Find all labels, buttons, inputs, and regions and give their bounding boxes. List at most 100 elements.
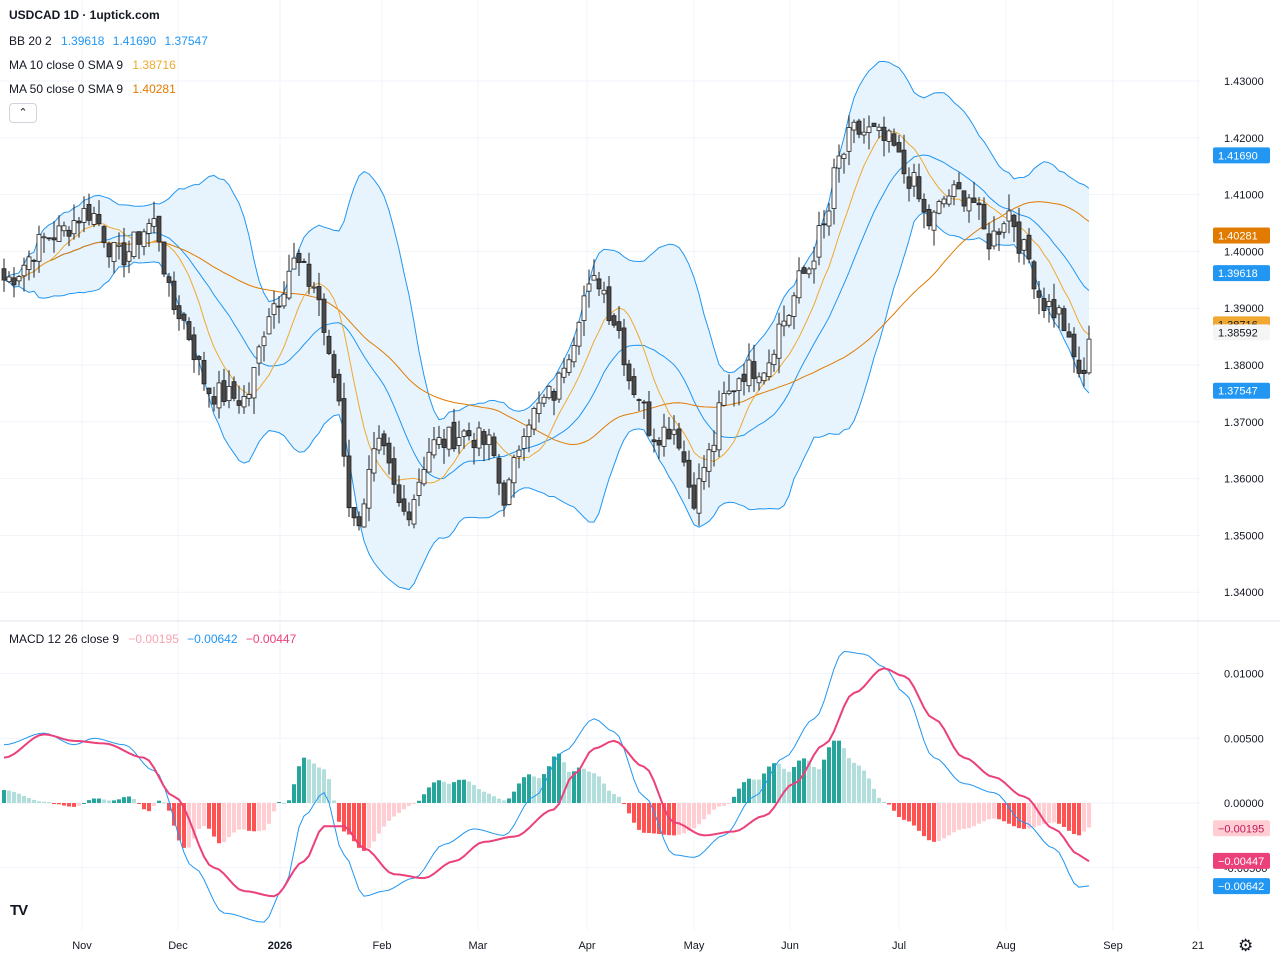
badge-text: −0.00195 [1218, 823, 1264, 835]
candle [296, 249, 302, 277]
bb-basis-value: 1.39618 [61, 34, 105, 48]
candle [1076, 346, 1082, 378]
time-tick-label: Mar [469, 940, 488, 952]
candle-body [781, 320, 787, 327]
macd-line [3, 650, 1090, 923]
histogram-bar [1002, 803, 1006, 822]
candle [221, 368, 227, 406]
price-tick-label: 1.38000 [1224, 360, 1264, 372]
candle-body [386, 442, 392, 464]
candle-body [846, 127, 852, 152]
histogram-bar [272, 803, 276, 812]
candle-body [856, 120, 862, 135]
histogram-bar [332, 800, 336, 803]
candle-body [511, 457, 517, 484]
histogram-bar [427, 787, 431, 803]
ma10-legend[interactable]: MA 10 close 0 SMA 9 1.38716 [9, 57, 181, 73]
candle-body [896, 142, 902, 153]
candle-body [596, 278, 602, 290]
histogram-bar [407, 803, 411, 806]
candle [91, 206, 97, 228]
candle [106, 241, 112, 268]
tradingview-logo[interactable]: TV [10, 902, 28, 919]
candle-body [746, 359, 752, 387]
candle-body [961, 190, 967, 207]
candle-body [711, 444, 717, 452]
candle [371, 431, 377, 482]
histogram-bar [17, 793, 21, 803]
histogram-bar [1027, 803, 1031, 829]
macd-signal-value: −0.00447 [245, 632, 297, 646]
histogram-bar [557, 753, 561, 803]
histogram-bar [942, 803, 946, 839]
candle [446, 426, 452, 457]
candle-body [706, 449, 712, 472]
candle [51, 221, 57, 253]
candle [56, 215, 62, 243]
candle-body [201, 359, 207, 385]
histogram-bar [732, 796, 736, 803]
candle-body [561, 367, 567, 378]
collapse-legend-button[interactable]: ⌃ [9, 103, 37, 123]
histogram-bar [972, 803, 976, 827]
candle-body [956, 182, 962, 190]
candle [266, 308, 272, 335]
macd-legend[interactable]: MACD 12 26 close 9 −0.00195 −0.00642 −0.… [9, 631, 301, 647]
candle-body [581, 295, 587, 321]
gear-icon[interactable]: ⚙ [1238, 936, 1254, 955]
candle [151, 201, 157, 234]
candle-body [261, 336, 267, 347]
bb-legend[interactable]: BB 20 2 1.39618 1.41690 1.37547 [9, 33, 213, 49]
histogram-bar [817, 769, 821, 803]
candle-body [591, 275, 597, 281]
candle [416, 468, 422, 507]
histogram-bar [477, 789, 481, 803]
candle-body [751, 361, 757, 379]
candle-body [1051, 299, 1057, 319]
candle [651, 428, 657, 453]
ma50-legend[interactable]: MA 50 close 0 SMA 9 1.40281 [9, 81, 181, 97]
histogram-bar [22, 795, 26, 803]
candle [276, 296, 282, 324]
histogram-bar [707, 803, 711, 815]
candle-body [1086, 338, 1092, 374]
candle [881, 116, 887, 157]
histogram-bar [822, 759, 826, 803]
histogram-bar [727, 803, 731, 804]
candle-body [446, 426, 452, 450]
histogram-bar [197, 803, 201, 829]
candle-body [926, 208, 932, 227]
candle-body [486, 434, 492, 446]
candle-body [231, 381, 237, 399]
candle-body [966, 197, 972, 212]
candle [21, 257, 27, 292]
candle [631, 368, 637, 398]
candle [946, 189, 952, 207]
candle [231, 376, 237, 402]
candle [571, 336, 577, 368]
candle-body [551, 390, 557, 401]
histogram-bar [392, 803, 396, 817]
histogram-bar [62, 803, 66, 806]
histogram-bar [1042, 803, 1046, 825]
histogram-bar [222, 803, 226, 843]
candle [161, 241, 167, 278]
histogram-bar [962, 803, 966, 829]
candle-body [401, 498, 407, 512]
candle [796, 257, 802, 304]
candle-body [876, 126, 882, 131]
candle-body [831, 167, 837, 209]
histogram-bar [242, 803, 246, 830]
candle-body [156, 215, 162, 243]
candle-body [1066, 331, 1072, 338]
candle [826, 203, 832, 236]
candle [1066, 323, 1072, 338]
candle [896, 135, 902, 153]
histogram-bar [632, 803, 636, 823]
candle [391, 446, 397, 494]
candle [386, 437, 392, 475]
histogram-bar [472, 785, 476, 803]
candle [726, 374, 732, 396]
price-tick-label: 1.39000 [1224, 303, 1264, 315]
